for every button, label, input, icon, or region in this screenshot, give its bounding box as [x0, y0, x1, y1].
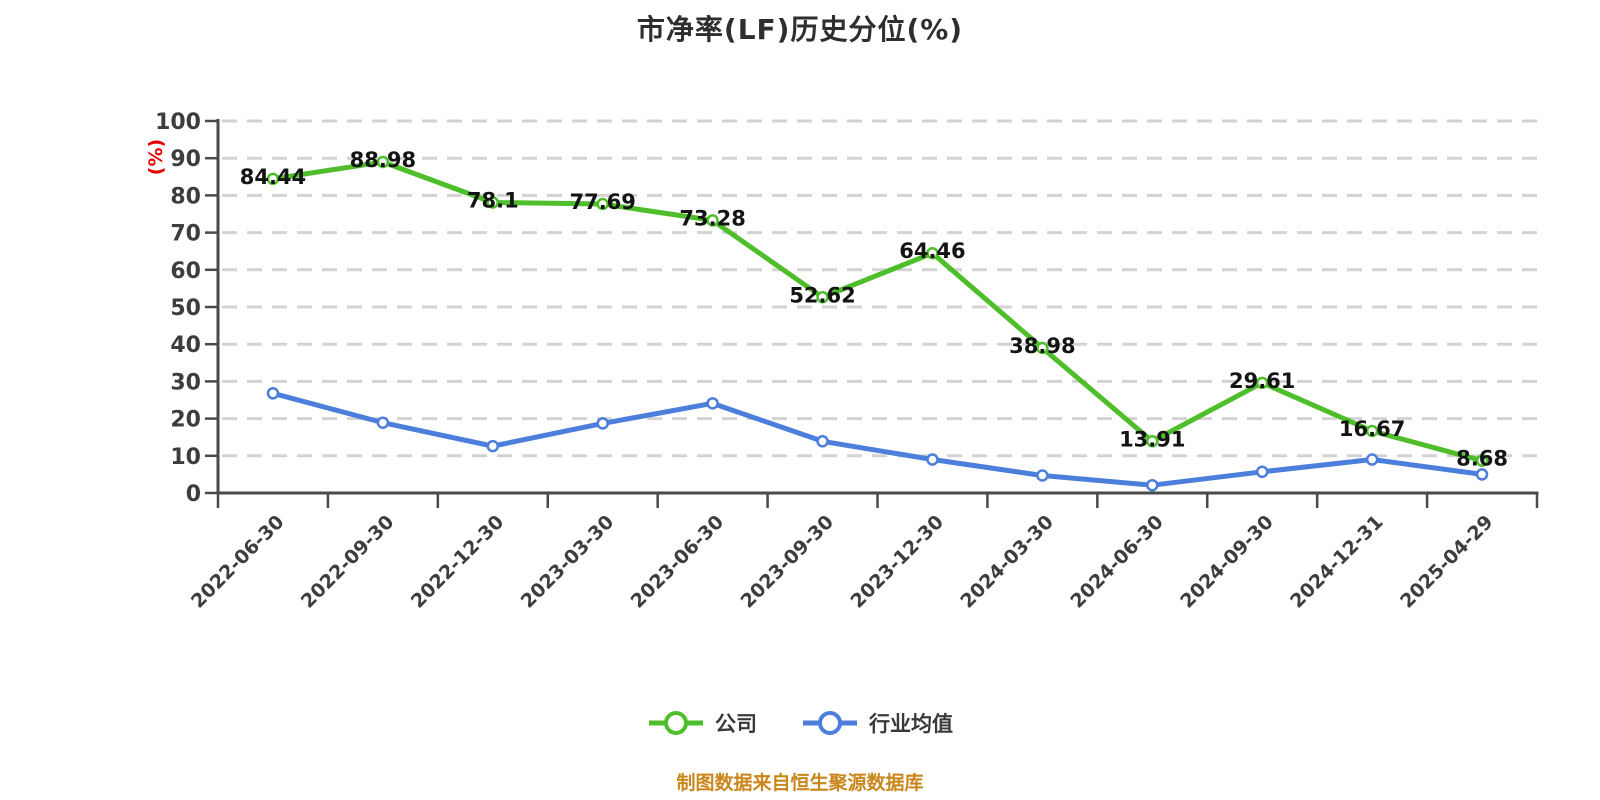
data-label-company: 88.98: [350, 148, 416, 172]
data-point-industry-average[interactable]: [376, 416, 390, 429]
data-point-company[interactable]: [376, 155, 390, 169]
data-point-industry-average[interactable]: [486, 439, 500, 453]
data-label-company: 84.44: [240, 165, 306, 189]
y-tick-label: 50: [170, 296, 201, 321]
data-point-company[interactable]: [926, 246, 939, 260]
x-tick-label: 2024-09-30: [1176, 511, 1278, 613]
y-tick-label: 60: [170, 259, 201, 284]
data-source-note: 制图数据来自恒生聚源数据库: [676, 772, 924, 794]
company-legend-marker-icon: [649, 711, 703, 735]
data-label-company: 77.69: [569, 190, 635, 214]
data-label-company: 29.61: [1229, 369, 1295, 393]
y-tick-label: 0: [186, 482, 201, 507]
data-point-industry-average[interactable]: [266, 387, 280, 400]
data-point-company[interactable]: [1146, 435, 1159, 448]
x-tick-label: 2023-03-30: [517, 511, 619, 613]
data-label-company: 64.46: [899, 239, 965, 263]
x-tick-label: 2022-12-30: [407, 511, 509, 613]
legend-item-company[interactable]: 公司: [647, 708, 757, 738]
y-tick-label: 90: [170, 147, 201, 172]
y-tick-label: 100: [155, 110, 201, 135]
data-point-industry-average[interactable]: [1255, 465, 1269, 479]
data-label-company: 8.68: [1456, 447, 1508, 471]
y-tick-label: 10: [170, 445, 201, 470]
data-label-company: 16.67: [1339, 417, 1405, 441]
y-tick-label: 20: [170, 408, 201, 433]
x-tick-label: 2023-06-30: [627, 511, 729, 613]
data-point-industry-average[interactable]: [926, 453, 939, 466]
data-point-company[interactable]: [486, 196, 500, 209]
x-tick-label: 2024-06-30: [1066, 511, 1168, 613]
data-point-company[interactable]: [596, 197, 609, 211]
line-chart: 0 10 20 30 40 50 60 70 80 90 100 2022-06-30 2022-09-…: [155, 110, 1539, 613]
x-tick-label: 2023-12-30: [846, 511, 948, 613]
legend-label-company: 公司: [715, 712, 757, 736]
y-tick-label: 80: [170, 184, 201, 209]
data-label-company: 38.98: [1009, 334, 1075, 358]
x-tick-label: 2022-06-30: [187, 511, 289, 613]
data-point-industry-average[interactable]: [1475, 468, 1489, 481]
data-point-industry-average[interactable]: [1365, 453, 1379, 466]
data-point-company[interactable]: [1255, 376, 1269, 390]
chart-title: 市净率(LF)历史分位(%): [636, 13, 964, 46]
data-point-industry-average[interactable]: [1036, 469, 1049, 482]
data-label-company: 52.62: [789, 283, 855, 307]
data-label-company: 78.1: [467, 188, 519, 212]
data-point-company[interactable]: [1475, 454, 1489, 467]
data-point-company[interactable]: [266, 172, 280, 186]
y-tick-label: 30: [170, 370, 201, 395]
data-point-industry-average[interactable]: [706, 397, 719, 410]
x-tick-label: 2023-09-30: [737, 511, 839, 613]
legend-label-industry-average: 行业均值: [869, 712, 953, 736]
x-tick-label: 2022-09-30: [297, 511, 399, 613]
data-label-company: 73.28: [679, 206, 745, 230]
x-tick-label: 2025-04-29: [1396, 511, 1498, 613]
data-point-industry-average[interactable]: [816, 435, 829, 448]
y-tick-label: 70: [170, 222, 201, 247]
data-point-company[interactable]: [1365, 424, 1379, 438]
data-point-company[interactable]: [816, 291, 829, 304]
legend-item-industry-average[interactable]: 行业均值: [801, 708, 953, 738]
data-point-company[interactable]: [1036, 341, 1049, 355]
x-tick-label: 2024-03-30: [956, 511, 1058, 613]
data-point-industry-average[interactable]: [1146, 478, 1159, 492]
chart-legend: 公司 行业均值: [0, 708, 1600, 738]
data-point-industry-average[interactable]: [596, 417, 609, 430]
series-line-company: [270, 159, 1485, 464]
data-point-company[interactable]: [706, 214, 719, 227]
industry-legend-marker-icon: [803, 711, 857, 735]
y-tick-label: 40: [170, 333, 201, 358]
x-tick-label: 2024-12-31: [1286, 511, 1388, 613]
data-label-company: 13.91: [1119, 427, 1185, 451]
series-line-industry-average: [270, 390, 1485, 488]
